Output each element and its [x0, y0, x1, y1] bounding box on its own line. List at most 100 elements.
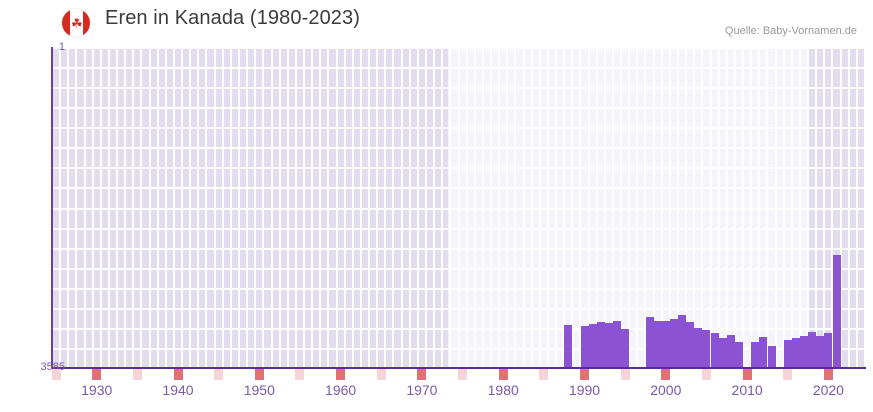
- bar[interactable]: [661, 320, 670, 368]
- grid-line-vertical: [294, 47, 297, 368]
- grid-line-vertical: [498, 47, 501, 368]
- grid-line-vertical: [246, 47, 249, 368]
- grid-line-horizontal: [52, 208, 865, 210]
- grid-line-horizontal: [52, 248, 865, 250]
- grid-line-vertical: [668, 47, 671, 368]
- grid-line-vertical: [855, 47, 858, 368]
- grid-line-vertical: [319, 47, 322, 368]
- bar[interactable]: [816, 336, 825, 368]
- grid-line-horizontal: [52, 87, 865, 89]
- grid-line-vertical: [603, 47, 606, 368]
- grid-line-vertical: [197, 47, 200, 368]
- grid-line-vertical: [831, 47, 834, 368]
- decade-tick-mark: [742, 369, 752, 380]
- bar[interactable]: [726, 334, 735, 368]
- grid-line-horizontal: [52, 47, 865, 49]
- flag-band-left: [62, 9, 70, 37]
- grid-line-vertical: [335, 47, 338, 368]
- x-axis-tick-label: 2000: [650, 382, 682, 398]
- bar[interactable]: [783, 339, 792, 368]
- grid-line-vertical: [790, 47, 793, 368]
- half-decade-tick-mark: [295, 369, 305, 380]
- grid-line-vertical: [311, 47, 314, 368]
- grid-line-vertical: [359, 47, 362, 368]
- bar[interactable]: [751, 342, 760, 368]
- bar[interactable]: [710, 332, 719, 368]
- x-axis-tick-label: 1980: [487, 382, 519, 398]
- bar[interactable]: [702, 330, 711, 368]
- grid-line-vertical: [546, 47, 549, 368]
- grid-line-vertical: [107, 47, 110, 368]
- grid-line-horizontal: [52, 107, 865, 109]
- bar[interactable]: [686, 321, 695, 368]
- grid-line-vertical: [303, 47, 306, 368]
- half-decade-tick-mark: [132, 369, 142, 380]
- half-decade-tick-mark: [51, 369, 61, 380]
- x-axis-tick-label: 2020: [812, 382, 844, 398]
- grid-line-vertical: [83, 47, 86, 368]
- grid-line-vertical: [473, 47, 476, 368]
- bar-series: [52, 47, 865, 368]
- bar[interactable]: [669, 319, 678, 368]
- grid-line-vertical: [270, 47, 273, 368]
- grid-line-vertical: [522, 47, 525, 368]
- grid-line-vertical: [660, 47, 663, 368]
- bar[interactable]: [645, 317, 654, 368]
- grid-line-vertical: [278, 47, 281, 368]
- grid-line-vertical: [424, 47, 427, 368]
- grid-line-horizontal: [52, 187, 865, 189]
- decade-tick-mark: [92, 369, 102, 380]
- bar[interactable]: [678, 314, 687, 368]
- grid-line-vertical: [189, 47, 192, 368]
- bar[interactable]: [621, 329, 630, 368]
- x-axis-line: [52, 367, 866, 369]
- grid-line-vertical: [847, 47, 850, 368]
- grid-line-vertical: [213, 47, 216, 368]
- bar[interactable]: [767, 346, 776, 368]
- bar[interactable]: [808, 331, 817, 368]
- grid-line-vertical: [644, 47, 647, 368]
- bar[interactable]: [824, 333, 833, 368]
- decade-tick-mark: [336, 369, 346, 380]
- grid-line-vertical: [677, 47, 679, 368]
- grid-line-horizontal: [52, 127, 865, 129]
- grid-line-horizontal: [52, 67, 865, 69]
- grid-line-vertical: [140, 47, 143, 368]
- bar[interactable]: [759, 337, 768, 368]
- bar[interactable]: [791, 338, 800, 368]
- bar[interactable]: [800, 335, 809, 368]
- grid-line-vertical: [538, 47, 541, 368]
- flag-band-right: [82, 9, 90, 37]
- grid-line-vertical: [652, 47, 655, 368]
- bar[interactable]: [832, 254, 841, 368]
- grid-line-vertical: [465, 47, 468, 368]
- grid-line-vertical: [555, 47, 558, 368]
- half-decade-tick-mark: [376, 369, 386, 380]
- grid-line-vertical: [595, 47, 598, 368]
- grid-line-vertical: [172, 47, 175, 368]
- x-axis-tick-label: 1960: [325, 382, 357, 398]
- decade-tick-mark: [498, 369, 508, 380]
- half-decade-tick-mark: [701, 369, 711, 380]
- bar[interactable]: [734, 341, 743, 368]
- grid-line-vertical: [750, 47, 753, 368]
- grid-line-horizontal: [52, 328, 865, 330]
- bar[interactable]: [564, 325, 573, 368]
- grid-line-horizontal: [52, 228, 865, 230]
- grid-line-vertical: [758, 47, 761, 368]
- grid-line-vertical: [124, 47, 127, 368]
- bar[interactable]: [718, 337, 727, 368]
- x-axis-tick-label: 1970: [406, 382, 438, 398]
- canada-flag-icon: ☘: [62, 9, 90, 37]
- bar[interactable]: [580, 326, 589, 368]
- grid-line-horizontal: [52, 308, 865, 310]
- grid-line-vertical: [132, 47, 135, 368]
- bar[interactable]: [604, 323, 613, 368]
- bar[interactable]: [596, 322, 605, 368]
- bar[interactable]: [588, 324, 597, 368]
- bar[interactable]: [694, 327, 703, 368]
- x-axis-tick-label: 1950: [243, 382, 275, 398]
- decade-tick-mark: [661, 369, 671, 380]
- bar[interactable]: [653, 320, 662, 368]
- bar[interactable]: [613, 320, 622, 368]
